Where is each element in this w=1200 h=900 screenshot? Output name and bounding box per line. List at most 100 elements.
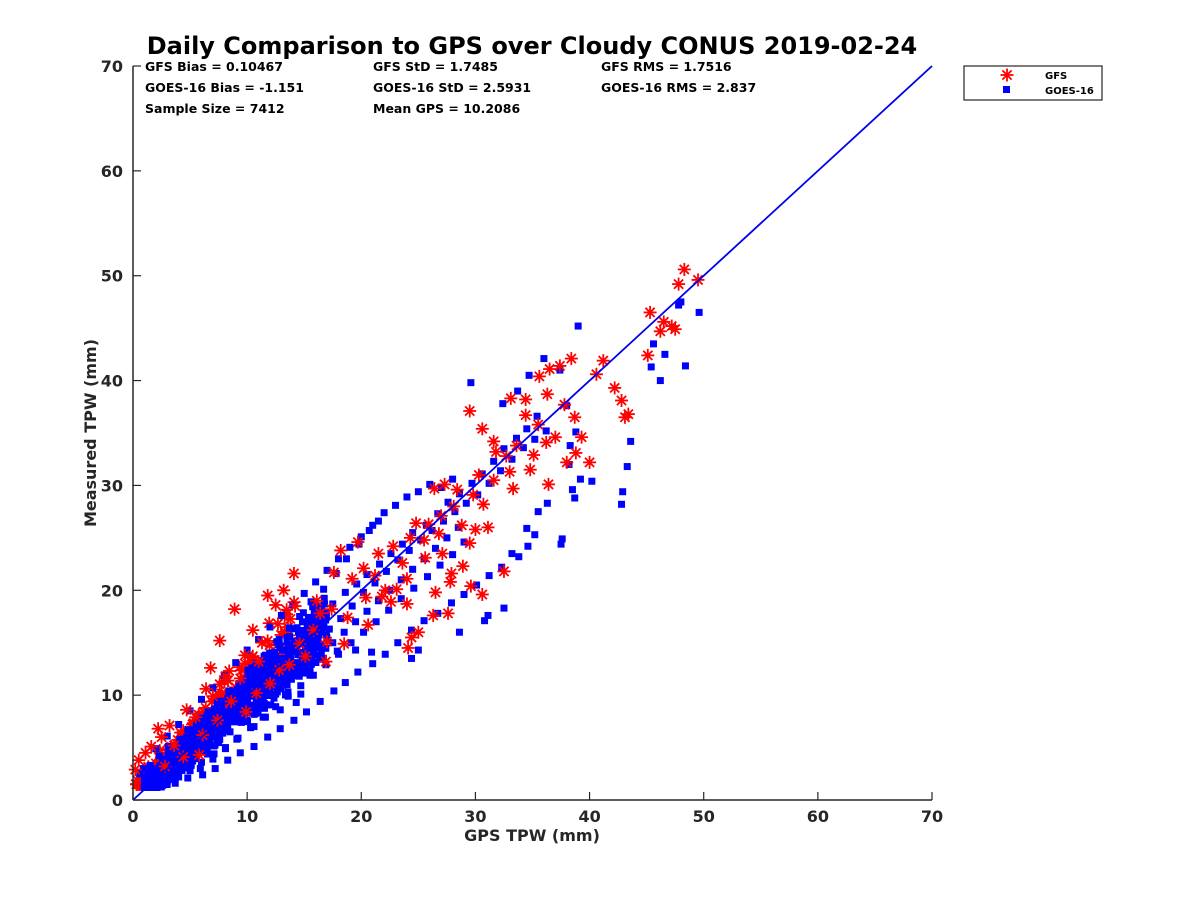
goes16-point xyxy=(423,573,431,581)
goes16-point xyxy=(266,691,274,699)
gfs-point xyxy=(249,686,263,700)
goes16-point xyxy=(203,711,211,719)
gfs-point xyxy=(417,533,431,547)
gfs-point xyxy=(298,649,312,663)
goes16-point xyxy=(656,377,664,385)
gfs-point xyxy=(560,455,574,469)
goes16-point xyxy=(191,732,199,740)
goes16-point xyxy=(171,779,179,787)
gfs-point xyxy=(334,543,348,557)
goes16-point xyxy=(264,667,272,675)
gfs-point xyxy=(261,634,275,648)
gfs-point xyxy=(378,583,392,597)
goes16-point xyxy=(272,703,280,711)
goes16-point xyxy=(313,639,321,647)
gfs-point xyxy=(261,589,275,603)
goes16-point xyxy=(289,625,297,633)
goes16-point xyxy=(245,692,253,700)
goes16-point xyxy=(557,540,565,548)
goes16-point xyxy=(295,633,303,641)
gfs-point xyxy=(357,561,371,575)
y-tick-label: 20 xyxy=(101,581,123,600)
goes16-point xyxy=(397,595,405,603)
gfs-point xyxy=(527,448,541,462)
gfs-point xyxy=(543,362,557,376)
goes16-point xyxy=(308,654,316,662)
gfs-point xyxy=(313,606,327,620)
x-tick-label: 40 xyxy=(578,807,600,826)
gfs-point xyxy=(400,597,414,611)
stat-mean-gps: Mean GPS = 10.2086 xyxy=(373,101,520,116)
goes16-point xyxy=(264,674,272,682)
goes16-point xyxy=(451,508,459,516)
goes16-point xyxy=(681,362,689,370)
goes16-point xyxy=(353,580,361,588)
goes16-point xyxy=(420,617,428,625)
goes16-point xyxy=(235,683,243,691)
goes16-point xyxy=(276,706,284,714)
gfs-point xyxy=(192,748,206,762)
goes16-point xyxy=(473,581,481,589)
gfs-point xyxy=(432,527,446,541)
goes16-point xyxy=(340,628,348,636)
y-tick-label: 40 xyxy=(101,372,123,391)
goes16-point xyxy=(394,639,402,647)
goes16-point xyxy=(348,602,356,610)
goes16-point xyxy=(299,664,307,672)
goes16-point xyxy=(184,774,192,782)
gfs-point xyxy=(167,738,181,752)
gfs-point xyxy=(427,482,441,496)
goes16-point xyxy=(202,725,210,733)
gfs-point xyxy=(252,655,266,669)
goes16-point xyxy=(306,666,314,674)
gfs-point xyxy=(568,410,582,424)
gfs-point xyxy=(443,575,457,589)
goes16-point xyxy=(360,588,368,596)
goes16-point xyxy=(403,493,411,501)
gfs-point xyxy=(255,636,269,650)
gfs-point xyxy=(489,445,503,459)
goes16-point xyxy=(244,666,252,674)
y-tick-label: 30 xyxy=(101,476,123,495)
goes16-point xyxy=(163,777,171,785)
gfs-point xyxy=(519,408,533,422)
goes16-point xyxy=(219,697,227,705)
legend-goes-label: GOES-16 xyxy=(1045,86,1094,97)
goes16-point xyxy=(542,427,550,435)
goes16-point xyxy=(485,479,493,487)
gfs-point xyxy=(596,354,610,368)
y-tick-label: 60 xyxy=(101,162,123,181)
goes16-point xyxy=(315,620,323,628)
goes16-point xyxy=(223,712,231,720)
gfs-point xyxy=(475,422,489,436)
gfs-point xyxy=(643,305,657,319)
goes16-point xyxy=(337,615,345,623)
goes16-point xyxy=(540,355,548,363)
goes16-point xyxy=(250,743,258,751)
gfs-point xyxy=(401,641,415,655)
goes16-point xyxy=(232,659,240,667)
goes16-point xyxy=(284,688,292,696)
goes16-point xyxy=(209,755,217,763)
goes16-point xyxy=(234,702,242,710)
gfs-point xyxy=(672,277,686,291)
goes16-point xyxy=(277,685,285,693)
gfs-point xyxy=(189,710,203,724)
goes16-point xyxy=(268,663,276,671)
goes16-point xyxy=(198,721,206,729)
goes16-point xyxy=(186,707,194,715)
goes16-point xyxy=(523,425,531,433)
goes16-point xyxy=(309,671,317,679)
goes16-point xyxy=(347,639,355,647)
goes16-point xyxy=(376,560,384,568)
goes16-point xyxy=(283,634,291,642)
goes16-point xyxy=(623,463,631,471)
goes16-point xyxy=(405,546,413,554)
gfs-point xyxy=(327,565,341,579)
goes16-point xyxy=(155,752,163,760)
goes16-point xyxy=(178,738,186,746)
goes16-point xyxy=(531,435,539,443)
goes16-point xyxy=(271,672,279,680)
goes16-point xyxy=(296,613,304,620)
goes16-point xyxy=(303,623,311,631)
